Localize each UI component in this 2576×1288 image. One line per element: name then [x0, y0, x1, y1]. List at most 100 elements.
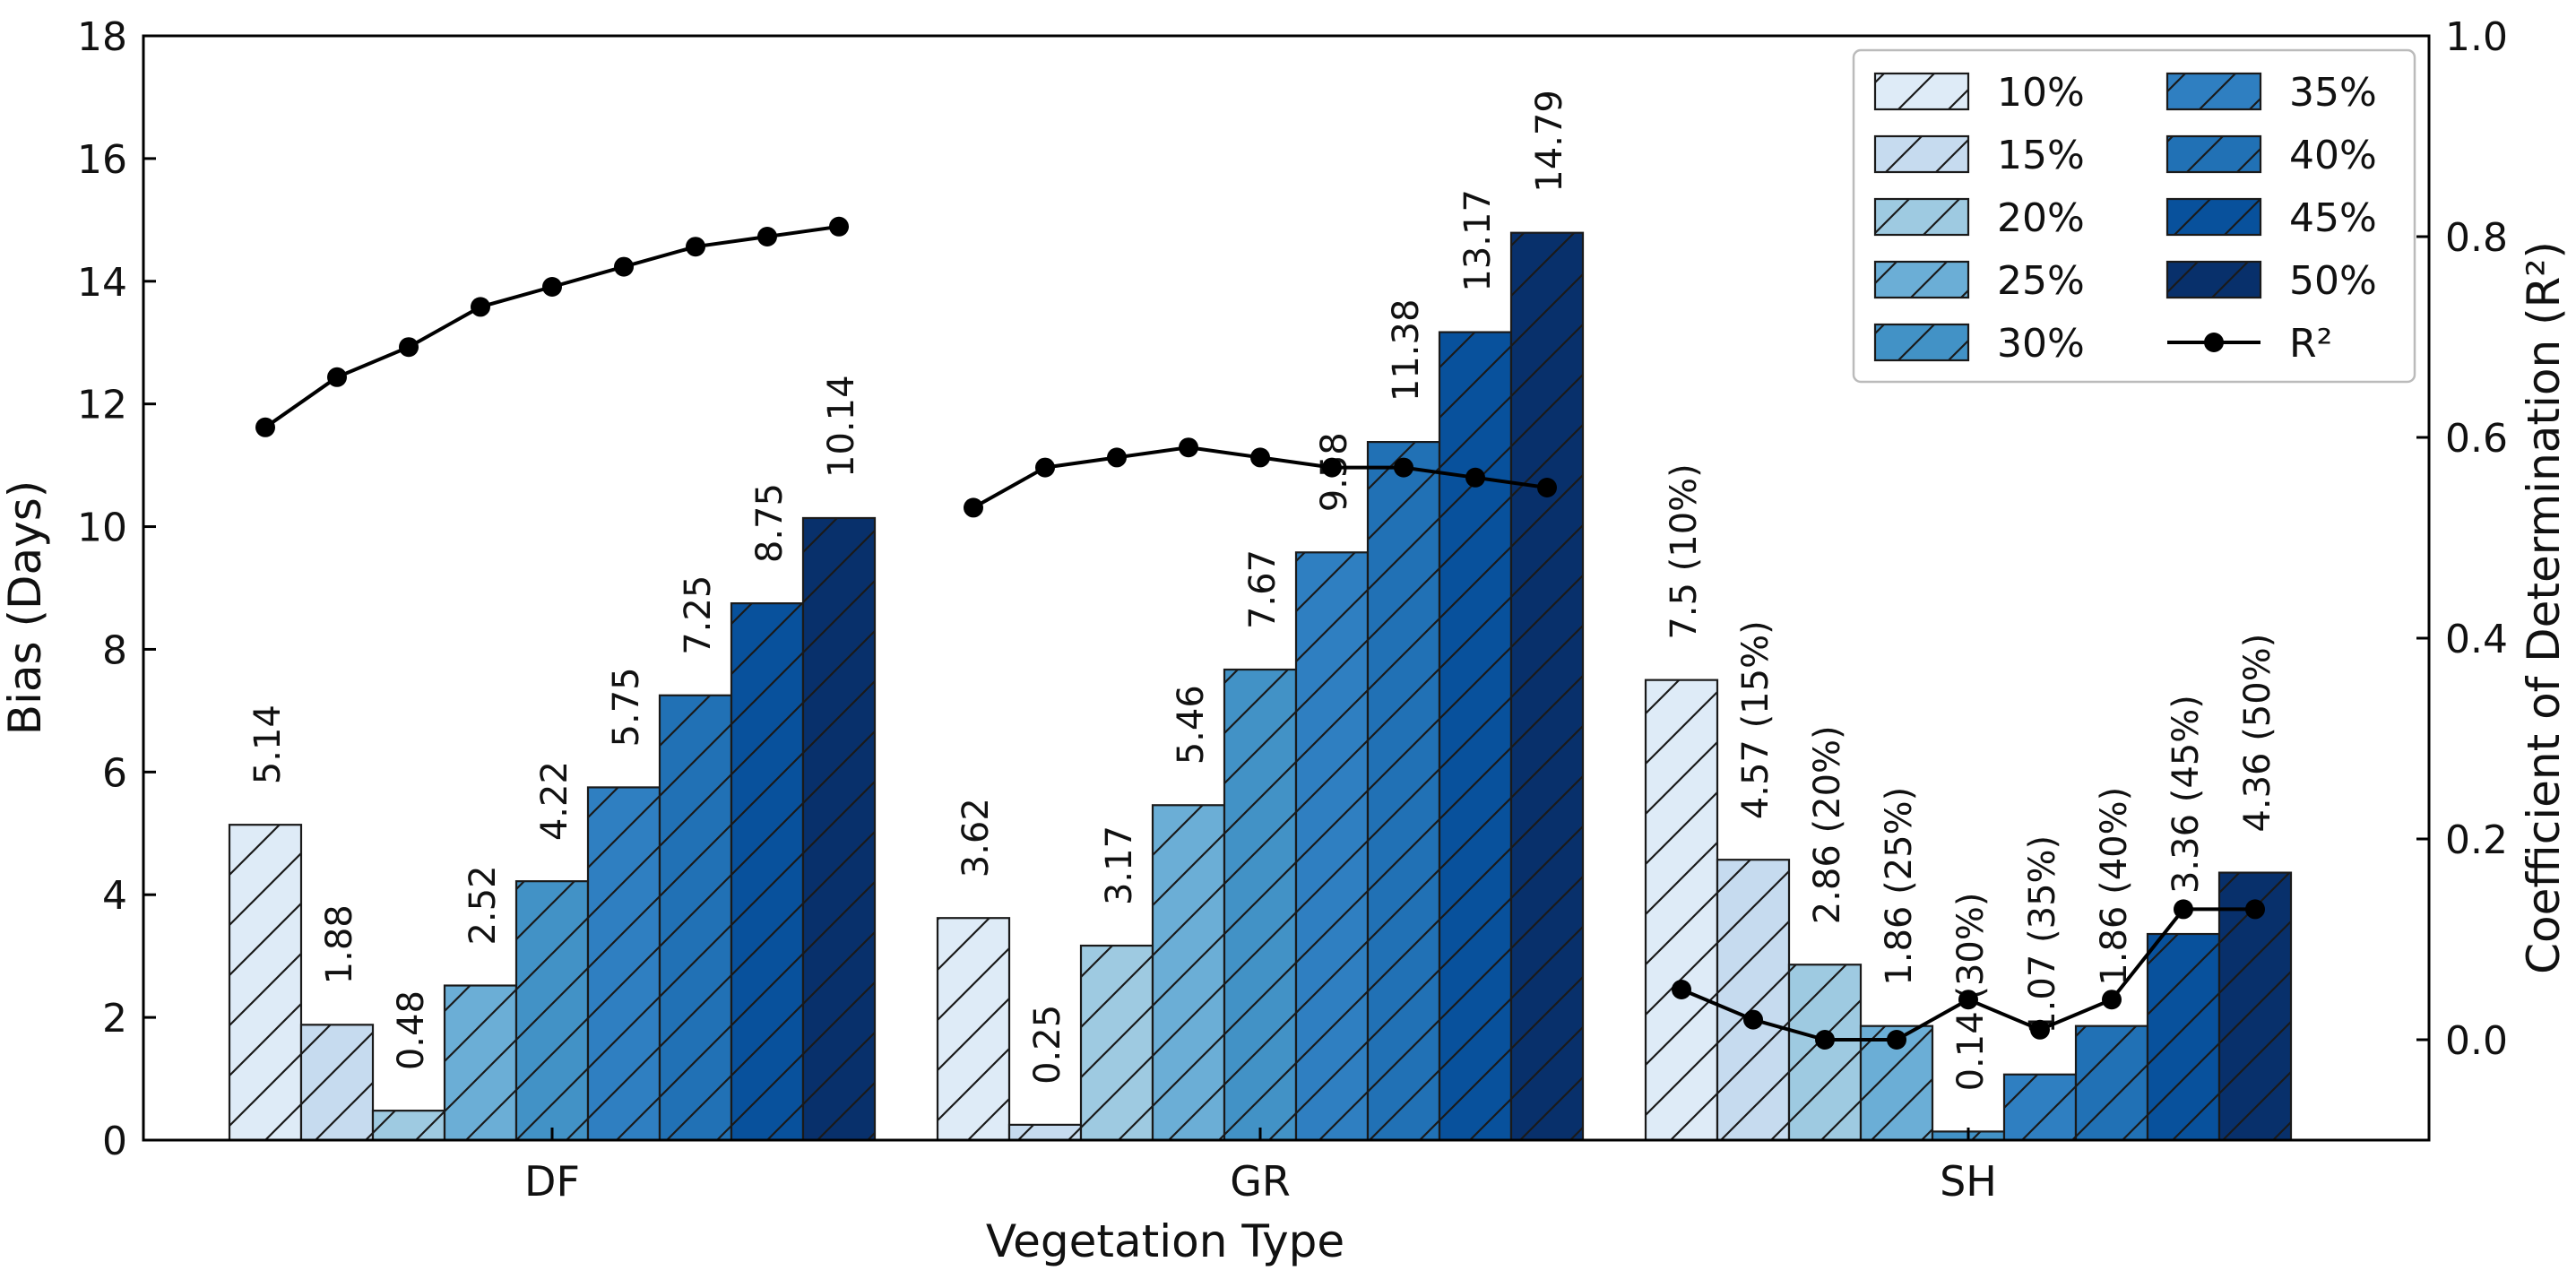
r2-point	[1672, 980, 1691, 999]
bar-value-label: 14.79	[1529, 90, 1570, 193]
y-tick-label: 14	[77, 260, 127, 306]
bar-outline	[1151, 804, 1226, 1142]
r2-point	[757, 227, 777, 246]
bar-value-label: 2.86 (20%)	[1807, 725, 1848, 924]
legend-swatch-outline	[2165, 72, 2262, 111]
bar-value-label: 1.86 (25%)	[1879, 787, 1920, 986]
r2-point	[1250, 447, 1270, 468]
bar-outline	[586, 786, 661, 1142]
y2-tick-label: 0.2	[2445, 817, 2508, 863]
r2-point	[1465, 467, 1485, 488]
bar-outline	[1007, 1123, 1083, 1142]
bar-outline	[1223, 668, 1298, 1142]
legend-label: 35%	[2289, 70, 2377, 116]
y-tick-label: 6	[102, 750, 127, 796]
r2-point	[1394, 457, 1413, 478]
bar-outline	[1787, 964, 1863, 1142]
legend-marker	[2204, 333, 2224, 352]
y2-tick-label: 0.4	[2445, 617, 2508, 662]
legend-label: 50%	[2289, 258, 2377, 304]
r2-point	[327, 367, 347, 387]
r2-point	[1887, 1030, 1906, 1050]
bar-value-label: 3.62	[955, 798, 997, 877]
r2-point	[1743, 1009, 1763, 1030]
y-tick-label: 12	[77, 383, 127, 428]
r2-point	[1537, 478, 1557, 497]
r2-point	[1035, 457, 1055, 478]
r2-point	[2245, 899, 2265, 920]
r2-point	[2174, 899, 2193, 920]
bar-value-label: 3.17	[1099, 826, 1140, 905]
y-tick-label: 2	[102, 996, 127, 1042]
r2-point	[964, 497, 983, 518]
legend-label: 45%	[2289, 195, 2377, 241]
bar-value-label: 10.14	[821, 375, 862, 478]
plot-frame	[142, 34, 2431, 1142]
bar-value-label: 4.22	[534, 761, 575, 841]
bar-outline	[1438, 331, 1513, 1142]
bar-outline	[299, 1024, 375, 1142]
legend-box	[1852, 48, 2416, 384]
r2-point	[255, 417, 275, 437]
bars	[228, 231, 2293, 1142]
bar-value-label: 8.75	[749, 483, 791, 563]
legend-label: R²	[2289, 321, 2332, 367]
r2-point	[1179, 437, 1198, 458]
r2-point	[829, 216, 849, 237]
legend-label: 15%	[1997, 133, 2085, 178]
r2-point	[686, 237, 705, 257]
bar-outline	[936, 917, 1011, 1142]
bar-outline	[1294, 551, 1370, 1142]
bar-value-label: 1.07 (35%)	[2022, 835, 2063, 1034]
bar-value-label: 11.38	[1386, 299, 1427, 402]
bar-outline	[371, 1110, 446, 1142]
y-tick-label: 4	[102, 873, 127, 919]
x-tick-label: SH	[1940, 1157, 1997, 1206]
bar-outline	[514, 880, 590, 1142]
bar-outline	[730, 602, 805, 1142]
y-tick-label: 10	[77, 506, 127, 551]
legend-swatch-outline	[2165, 197, 2262, 237]
legend-label: 25%	[1997, 258, 2085, 304]
legend-label: 40%	[2289, 133, 2377, 178]
legend-swatch-outline	[1873, 134, 1970, 174]
bar-outline	[228, 824, 303, 1142]
r2-line	[264, 224, 840, 429]
bar-outline	[658, 694, 733, 1142]
bar-outline	[1644, 679, 1719, 1142]
bar-value-label: 3.36 (45%)	[2165, 695, 2207, 894]
legend-swatch-outline	[1873, 260, 1970, 299]
r2-point	[399, 337, 419, 358]
r2-point	[2102, 990, 2122, 1010]
legend-label: 10%	[1997, 70, 2085, 116]
r2-lines	[255, 216, 2265, 1050]
bar-outline	[2002, 1073, 2078, 1142]
r2-point	[2030, 1019, 2050, 1040]
x-tick-label: GR	[1230, 1157, 1291, 1206]
bar-outline	[1079, 944, 1154, 1142]
bar-value-label: 0.48	[391, 990, 432, 1070]
r2-point	[614, 256, 634, 277]
bar-value-label: 13.17	[1457, 189, 1499, 292]
bar-value-label: 7.5 (10%)	[1664, 463, 1705, 639]
legend-swatch-outline	[1873, 323, 1970, 362]
x-tick-label: DF	[524, 1157, 580, 1206]
bar-outline	[1509, 231, 1585, 1142]
y-tick-label: 8	[102, 627, 127, 673]
y2-tick-label: 0.0	[2445, 1018, 2508, 1064]
bar-value-label: 1.86 (40%)	[2094, 787, 2135, 986]
r2-point	[1815, 1030, 1835, 1050]
bar-outline	[1716, 859, 1791, 1142]
bar-value-label: 0.25	[1027, 1005, 1068, 1085]
y2-tick-label: 0.8	[2445, 215, 2508, 261]
legend-swatch-outline	[2165, 134, 2262, 174]
bar-value-label: 7.67	[1242, 549, 1284, 629]
r2-point	[1107, 447, 1127, 468]
r2-point	[1322, 457, 1342, 478]
legend-label: 30%	[1997, 321, 2085, 367]
r2-point	[1958, 990, 1978, 1010]
bar-value-label: 7.25	[678, 575, 719, 655]
bar-outline	[801, 516, 877, 1142]
r2-point	[542, 277, 562, 297]
